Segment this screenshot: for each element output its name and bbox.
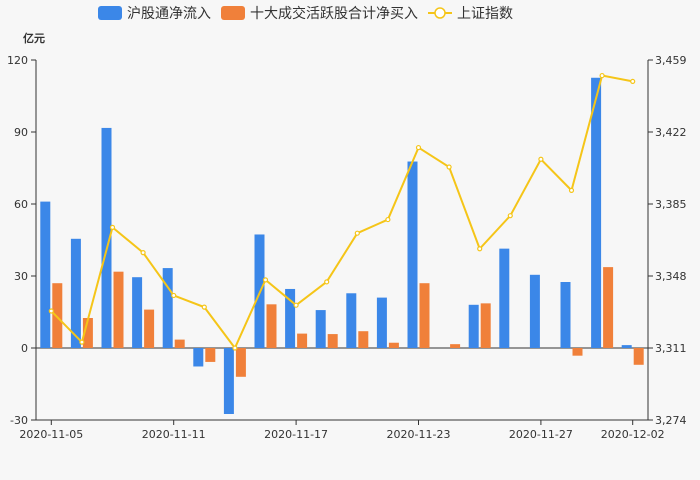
bar-northbound-inflow — [591, 77, 602, 348]
legend-swatch-marker — [434, 7, 446, 19]
point-shanghai-index — [79, 339, 85, 345]
bar-top10-net-buy — [113, 271, 124, 348]
bar-top10-net-buy — [82, 318, 93, 348]
right-y-tick-label: 3,422 — [655, 126, 687, 139]
point-shanghai-index — [630, 78, 636, 85]
bar-top10-net-buy — [205, 348, 216, 362]
bar-northbound-inflow — [223, 348, 234, 414]
point-shanghai-index — [262, 277, 269, 283]
bar-northbound-inflow — [376, 297, 387, 348]
bar-northbound-inflow — [70, 238, 81, 348]
bar-top10-net-buy — [297, 333, 308, 348]
bar-northbound-inflow — [285, 288, 296, 348]
point-shanghai-index — [599, 72, 605, 79]
legend-label: 十大成交活跃股合计净买入 — [250, 5, 418, 22]
point-shanghai-index — [446, 164, 452, 170]
point-shanghai-index — [354, 230, 360, 236]
point-shanghai-index — [538, 156, 544, 162]
x-tick-label: 2020-11-23 — [387, 428, 451, 441]
bar-top10-net-buy — [266, 304, 277, 348]
bar-top10-net-buy — [480, 303, 491, 348]
bar-northbound-inflow — [499, 248, 510, 348]
right-y-tick-label: 3,385 — [655, 198, 687, 211]
point-shanghai-index — [293, 302, 299, 308]
bar-northbound-inflow — [407, 161, 418, 348]
bar-top10-net-buy — [388, 342, 399, 348]
bar-northbound-inflow — [468, 304, 479, 348]
bar-northbound-inflow — [346, 293, 357, 348]
bar-top10-net-buy — [419, 283, 430, 348]
point-shanghai-index — [171, 292, 177, 299]
bar-top10-net-buy — [144, 309, 155, 348]
bar-northbound-inflow — [529, 274, 540, 348]
left-y-tick-label: 120 — [7, 54, 28, 67]
x-tick-label: 2020-11-27 — [509, 428, 573, 441]
bar-northbound-inflow — [560, 282, 571, 348]
bar-top10-net-buy — [450, 344, 461, 348]
y-axis-unit-label: 亿元 — [23, 31, 45, 45]
left-y-tick-label: 60 — [14, 198, 28, 211]
bar-northbound-inflow — [193, 348, 204, 367]
point-shanghai-index — [109, 224, 116, 230]
bar-top10-net-buy — [235, 348, 246, 377]
bar-top10-net-buy — [603, 267, 614, 348]
bar-northbound-inflow — [40, 201, 51, 348]
left-y-tick-label: 30 — [14, 270, 28, 283]
point-shanghai-index — [48, 308, 54, 314]
legend-swatch — [221, 6, 245, 20]
x-tick-label: 2020-12-02 — [601, 428, 665, 441]
left-y-tick-label: -30 — [10, 414, 28, 427]
bar-northbound-inflow — [621, 345, 632, 348]
point-shanghai-index — [324, 279, 330, 285]
legend-label: 上证指数 — [457, 6, 513, 22]
point-shanghai-index — [385, 216, 391, 223]
left-y-tick-label: 0 — [21, 342, 28, 355]
right-y-tick-label: 3,348 — [655, 270, 687, 283]
point-shanghai-index — [140, 250, 146, 256]
x-tick-label: 2020-11-05 — [19, 428, 83, 441]
bar-top10-net-buy — [633, 348, 644, 365]
point-shanghai-index — [415, 144, 422, 151]
right-y-tick-label: 3,311 — [655, 342, 687, 355]
bar-top10-net-buy — [358, 331, 369, 348]
legend-swatch — [98, 6, 122, 20]
legend-label: 沪股通净流入 — [127, 6, 211, 22]
bar-top10-net-buy — [572, 348, 583, 356]
bar-northbound-inflow — [132, 277, 143, 348]
bar-northbound-inflow — [101, 127, 112, 348]
point-shanghai-index — [507, 213, 513, 219]
bar-top10-net-buy — [327, 334, 338, 348]
point-shanghai-index — [568, 187, 575, 193]
x-tick-label: 2020-11-11 — [142, 428, 206, 441]
point-shanghai-index — [201, 304, 207, 310]
bar-northbound-inflow — [315, 310, 326, 348]
right-y-tick-label: 3,459 — [655, 54, 687, 67]
bar-top10-net-buy — [52, 283, 63, 348]
line-shanghai-index — [50, 74, 633, 350]
point-shanghai-index — [232, 345, 238, 351]
point-shanghai-index — [477, 246, 483, 252]
right-y-tick-label: 3,274 — [655, 414, 687, 427]
bar-northbound-inflow — [162, 268, 173, 348]
bar-top10-net-buy — [174, 339, 185, 348]
x-tick-label: 2020-11-17 — [264, 428, 328, 441]
left-y-tick-label: 90 — [14, 126, 28, 139]
